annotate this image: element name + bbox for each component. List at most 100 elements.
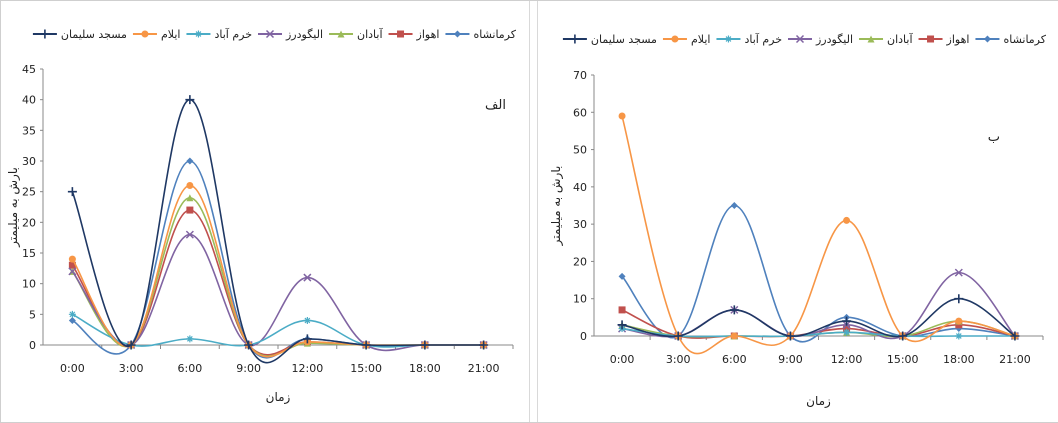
legend-label-1: اهواز <box>946 33 970 46</box>
x-tick-label: 3:00 <box>666 353 691 366</box>
series-line-1 <box>71 209 484 356</box>
legend-swatch-1-marker <box>397 30 405 38</box>
y-tick-label: 10 <box>573 293 587 306</box>
chart-alef-svg: کرمانشاه اهواز آبادان الیگودرز خرم آباد ایلام… <box>6 27 517 405</box>
legend-swatch-2-marker <box>867 35 875 43</box>
legend-label-3: الیگودرز <box>815 33 853 46</box>
legend: کرمانشاه اهواز آبادان الیگودرز خرم آباد ایلام… <box>32 27 517 41</box>
data-point <box>955 317 963 325</box>
x-tick-label: 12:00 <box>831 353 863 366</box>
legend-swatch-0-marker <box>983 35 991 43</box>
legend-swatch-0-marker <box>453 30 461 38</box>
series-line-0 <box>71 160 484 359</box>
data-point <box>479 340 489 350</box>
legend-swatch-6-marker <box>40 29 50 39</box>
data-point <box>361 340 371 350</box>
y-tick-label: 25 <box>22 186 36 199</box>
y-tick-label: 20 <box>573 255 587 268</box>
x-tick-label: 21:00 <box>468 362 500 375</box>
x-tick-label: 3:00 <box>119 362 144 375</box>
y-tick-label: 30 <box>573 218 587 231</box>
x-tick-label: 15:00 <box>887 353 919 366</box>
legend-swatch-4-marker <box>194 30 202 38</box>
data-point <box>68 310 76 318</box>
data-point <box>729 305 739 315</box>
data-point <box>843 325 851 333</box>
legend-swatch-6-marker <box>570 34 580 44</box>
legend-label-4: خرم آباد <box>744 32 782 46</box>
x-axis-title: زمان <box>266 390 291 405</box>
x-tick-label: 6:00 <box>178 362 203 375</box>
x-axis-title: زمان <box>806 394 831 409</box>
panel-label: الف <box>485 98 506 113</box>
data-point <box>730 332 738 340</box>
y-tick-label: 35 <box>22 124 36 137</box>
legend-swatch-2-marker <box>337 30 345 38</box>
chart-panel-alef: کرمانشاه اهواز آبادان الیگودرز خرم آباد ایلام… <box>1 1 530 422</box>
y-tick-label: 40 <box>22 94 36 107</box>
legend-swatch-5-marker <box>141 30 149 38</box>
data-point <box>954 294 964 304</box>
panel-label: ب <box>988 130 1000 145</box>
series-5 <box>618 112 1019 355</box>
legend-swatch-3-marker <box>265 29 275 39</box>
data-point <box>954 268 963 277</box>
data-point <box>785 331 795 341</box>
x-tick-label: 0:00 <box>610 353 635 366</box>
data-point <box>955 332 963 340</box>
x-tick-label: 12:00 <box>292 362 324 375</box>
x-tick-label: 15:00 <box>350 362 382 375</box>
legend-label-5: ایلام <box>691 33 711 46</box>
legend-label-1: اهواز <box>416 28 440 41</box>
data-point <box>186 157 194 165</box>
legend-label-6: مسجد سلیمان <box>61 28 127 41</box>
legend-label-0: کرمانشاه <box>1003 33 1046 46</box>
legend-label-2: آبادان <box>887 32 913 46</box>
data-point <box>673 331 683 341</box>
series-0 <box>68 157 488 359</box>
legend-swatch-5-marker <box>671 35 679 43</box>
data-point <box>618 272 626 280</box>
y-tick-label: 70 <box>573 69 587 82</box>
series-line-5 <box>621 115 1016 355</box>
series-line-6 <box>71 98 484 364</box>
x-tick-label: 9:00 <box>778 353 803 366</box>
data-point <box>730 202 738 209</box>
data-point <box>617 320 627 330</box>
data-point <box>843 216 851 224</box>
x-tick-label: 0:00 <box>60 362 85 375</box>
legend-label-5: ایلام <box>161 28 181 41</box>
data-point <box>244 340 254 350</box>
data-point <box>126 340 136 350</box>
legend-label-0: کرمانشاه <box>473 28 516 41</box>
y-tick-label: 45 <box>22 63 36 76</box>
chart-be-svg: کرمانشاه اهواز آبادان الیگودرز خرم آباد ایلام… <box>549 32 1047 409</box>
data-point <box>420 340 430 350</box>
x-tick-label: 18:00 <box>409 362 441 375</box>
data-point <box>68 316 76 324</box>
data-point <box>1010 331 1020 341</box>
series-5 <box>68 182 488 358</box>
y-tick-label: 30 <box>22 155 36 168</box>
legend: کرمانشاه اهواز آبادان الیگودرز خرم آباد ایلام… <box>562 32 1047 46</box>
data-point <box>303 316 311 324</box>
series-6 <box>67 95 489 364</box>
data-point <box>842 316 852 326</box>
y-axis-title: بارش به میلیمتر <box>549 166 564 247</box>
data-point <box>302 334 312 344</box>
y-tick-label: 0 <box>29 339 36 352</box>
legend-label-2: آبادان <box>357 27 383 41</box>
x-tick-label: 21:00 <box>999 353 1031 366</box>
y-tick-label: 5 <box>29 308 36 321</box>
data-point <box>68 267 77 276</box>
data-point <box>303 273 312 282</box>
data-point <box>843 328 851 336</box>
x-tick-label: 6:00 <box>722 353 747 366</box>
series-6 <box>617 294 1020 341</box>
data-point <box>68 261 76 269</box>
y-tick-label: 15 <box>22 247 36 260</box>
y-axis-title: بارش به میلیمتر <box>6 167 21 248</box>
y-tick-label: 40 <box>573 181 587 194</box>
data-point <box>186 335 194 343</box>
